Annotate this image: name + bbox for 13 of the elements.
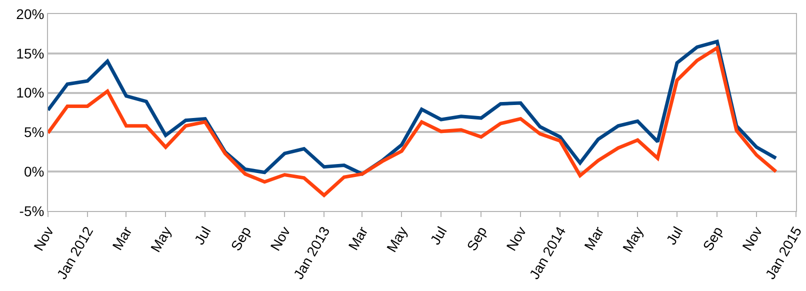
x-tick-label: Jul bbox=[662, 224, 686, 248]
y-tick-label: -5% bbox=[19, 202, 44, 219]
x-tick-label: Sep bbox=[228, 224, 254, 254]
y-tick-label: 0% bbox=[24, 164, 44, 180]
y-tick-label: 5% bbox=[24, 124, 44, 140]
x-tick-label: Jul bbox=[190, 224, 214, 248]
x-tick-label: Sep bbox=[463, 224, 490, 254]
y-tick-label: 10% bbox=[16, 84, 44, 101]
y-tick-label: 15% bbox=[16, 45, 44, 62]
line-series bbox=[48, 46, 778, 197]
y-tick-label: 20% bbox=[16, 6, 44, 22]
x-tick-label: Jul bbox=[426, 224, 450, 248]
x-tick-label: Sep bbox=[699, 224, 726, 254]
